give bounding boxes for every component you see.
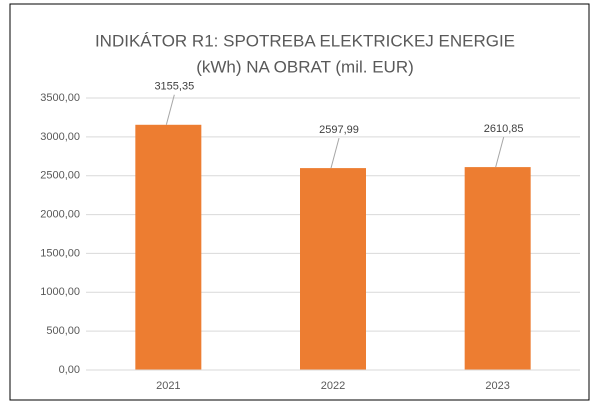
bar <box>464 167 531 370</box>
data-label: 3155,35 <box>154 81 194 93</box>
bar <box>135 124 202 370</box>
y-tick-label: 2000,00 <box>40 208 80 220</box>
leader-line <box>330 137 340 169</box>
chart-title: INDIKÁTOR R1: SPOTREBA ELEKTRICKEJ ENERG… <box>95 31 515 50</box>
data-label: 2597,99 <box>319 124 359 136</box>
y-tick-label: 1500,00 <box>40 247 80 259</box>
bar <box>300 168 366 370</box>
leader-line <box>165 94 175 125</box>
y-tick-label: 3000,00 <box>40 131 80 143</box>
leader-line <box>495 136 505 168</box>
data-label: 2610,85 <box>484 123 524 135</box>
y-tick-label: 500,00 <box>46 325 80 337</box>
x-tick-label: 2022 <box>321 380 345 392</box>
x-tick-label: 2023 <box>485 380 509 392</box>
y-tick-label: 2500,00 <box>40 170 80 182</box>
chart-title: (kWh) NA OBRAT (mil. EUR) <box>196 57 414 76</box>
y-tick-label: 0,00 <box>59 364 80 376</box>
y-tick-label: 1000,00 <box>40 286 80 298</box>
y-tick-label: 3500,00 <box>40 92 80 104</box>
x-tick-label: 2021 <box>156 380 180 392</box>
